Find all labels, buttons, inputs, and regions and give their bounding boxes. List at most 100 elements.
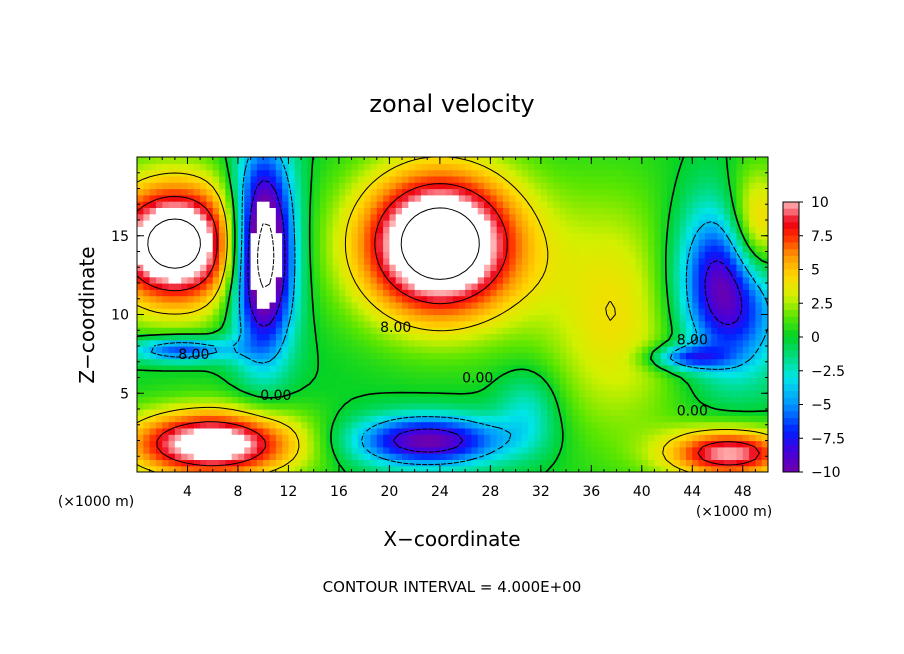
field-cell xyxy=(452,194,460,202)
field-cell xyxy=(237,157,245,164)
field-cell xyxy=(357,352,365,360)
field-cell xyxy=(143,238,151,246)
field-cell xyxy=(673,409,681,416)
field-cell xyxy=(635,446,643,454)
field-cell xyxy=(301,427,308,435)
field-cell xyxy=(427,421,435,429)
field-cell xyxy=(275,175,283,183)
field-cell xyxy=(458,295,466,303)
field-cell xyxy=(206,213,214,221)
field-cell xyxy=(307,434,315,442)
field-cell xyxy=(591,339,599,347)
field-cell xyxy=(212,409,220,416)
field-cell xyxy=(332,352,340,360)
field-cell xyxy=(490,289,498,297)
field-cell xyxy=(275,289,283,297)
field-cell xyxy=(603,276,611,284)
field-cell xyxy=(206,182,214,190)
field-cell xyxy=(307,157,315,164)
field-cell xyxy=(528,339,536,347)
field-cell xyxy=(660,364,668,372)
field-cell xyxy=(263,390,271,397)
field-cell xyxy=(389,245,397,253)
field-cell xyxy=(471,409,479,416)
field-cell xyxy=(446,421,454,429)
field-cell xyxy=(509,175,517,183)
field-cell xyxy=(585,194,592,202)
field-cell xyxy=(181,295,189,303)
field-cell xyxy=(408,182,416,190)
field-cell xyxy=(193,264,201,271)
field-cell xyxy=(395,339,403,347)
field-cell xyxy=(597,295,605,303)
field-cell xyxy=(433,201,441,208)
field-cell xyxy=(446,169,454,177)
field-cell xyxy=(490,446,498,454)
field-cell xyxy=(685,207,693,215)
field-cell xyxy=(326,333,334,341)
field-cell xyxy=(408,364,416,372)
field-cell xyxy=(168,257,176,265)
field-cell xyxy=(187,169,195,177)
field-cell xyxy=(465,409,473,416)
field-cell xyxy=(572,427,580,435)
field-cell xyxy=(635,182,643,190)
field-cell xyxy=(496,402,504,410)
field-cell xyxy=(231,371,239,379)
field-cell xyxy=(420,402,428,410)
field-cell xyxy=(332,220,340,227)
field-cell xyxy=(427,358,435,366)
field-cell xyxy=(402,446,409,454)
field-cell xyxy=(736,320,744,328)
field-cell xyxy=(458,427,466,435)
field-cell xyxy=(458,220,466,227)
field-cell xyxy=(137,446,144,454)
field-cell xyxy=(723,327,731,334)
field-cell xyxy=(566,320,573,328)
field-cell xyxy=(622,320,630,328)
field-cell xyxy=(370,163,378,171)
field-cell xyxy=(559,245,567,253)
field-cell xyxy=(673,390,681,397)
field-cell xyxy=(616,220,624,227)
field-cell xyxy=(698,232,706,240)
field-cell xyxy=(515,427,523,435)
field-cell xyxy=(168,396,176,404)
field-cell xyxy=(559,308,567,316)
field-cell xyxy=(376,396,384,404)
field-cell xyxy=(603,339,611,347)
field-cell xyxy=(357,320,365,328)
field-cell xyxy=(420,358,428,366)
field-cell xyxy=(553,383,561,391)
field-cell xyxy=(326,201,334,208)
field-cell xyxy=(698,358,706,366)
field-cell xyxy=(597,327,605,334)
field-cell xyxy=(301,157,308,164)
field-cell xyxy=(572,446,580,454)
field-cell xyxy=(749,327,756,334)
field-cell xyxy=(597,377,605,385)
field-cell xyxy=(477,339,485,347)
field-cell xyxy=(231,352,239,360)
field-cell xyxy=(294,352,302,360)
field-cell xyxy=(559,276,567,284)
field-cell xyxy=(294,346,302,353)
field-cell xyxy=(162,301,170,309)
field-cell xyxy=(402,333,409,341)
field-cell xyxy=(307,339,315,347)
field-cell xyxy=(641,232,649,240)
field-cell xyxy=(521,175,529,183)
field-cell xyxy=(641,440,649,448)
field-cell xyxy=(168,301,176,309)
field-cell xyxy=(301,163,308,171)
field-cell xyxy=(162,459,170,467)
field-cell xyxy=(509,220,517,227)
field-cell xyxy=(742,314,750,322)
field-cell xyxy=(679,238,687,246)
field-cell xyxy=(559,364,567,372)
field-cell xyxy=(679,175,687,183)
field-cell xyxy=(484,459,491,467)
field-cell xyxy=(452,232,460,240)
field-cell xyxy=(585,289,592,297)
field-cell xyxy=(509,390,517,397)
